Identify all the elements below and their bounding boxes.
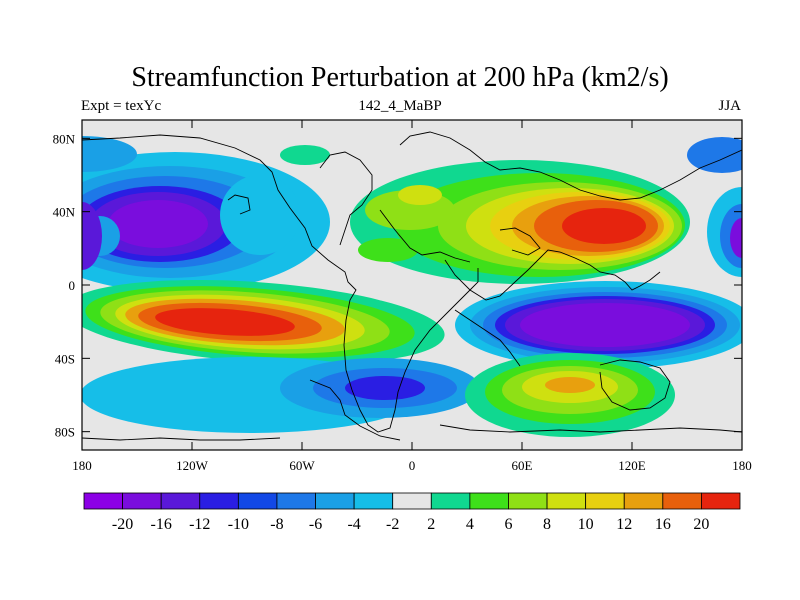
colorbar-swatch bbox=[585, 492, 625, 510]
colorbar-swatch bbox=[237, 492, 278, 510]
colorbar-label: 4 bbox=[466, 516, 474, 533]
colorbar-label: -2 bbox=[386, 516, 399, 533]
colorbar-swatch bbox=[623, 492, 664, 510]
y-tick-label: 80S bbox=[55, 425, 75, 440]
y-tick-label: 80N bbox=[53, 131, 76, 146]
page-title: Streamfunction Perturbation at 200 hPa (… bbox=[131, 62, 669, 93]
x-tick-label: 180 bbox=[732, 458, 752, 473]
colorbar-label: 2 bbox=[427, 516, 435, 533]
x-tick-label: 60W bbox=[289, 458, 315, 473]
contour-fields bbox=[82, 136, 742, 437]
colorbar-label: 20 bbox=[693, 516, 709, 533]
colorbar-swatch bbox=[199, 492, 239, 510]
x-tick-label: 120E bbox=[618, 458, 646, 473]
negative-anomaly-pacific bbox=[82, 152, 330, 292]
y-tick-label: 0 bbox=[69, 278, 76, 293]
colorbar-swatch bbox=[546, 492, 587, 510]
colorbar-label: 10 bbox=[578, 516, 594, 533]
x-tick-label: 0 bbox=[409, 458, 416, 473]
y-axis: 80N 40N 0 40S 80S bbox=[53, 131, 742, 440]
colorbar-swatch bbox=[122, 492, 162, 510]
colorbar-label: -10 bbox=[228, 516, 249, 533]
colorbar-label: -12 bbox=[189, 516, 210, 533]
colorbar-swatch bbox=[160, 492, 201, 510]
case-label: 142_4_MaBP bbox=[358, 98, 442, 114]
x-tick-label: 120W bbox=[176, 458, 209, 473]
colorbar-swatch bbox=[469, 492, 509, 510]
x-tick-label: 60E bbox=[512, 458, 533, 473]
negative-anomaly-south-atlantic bbox=[82, 357, 480, 433]
colorbar-swatch bbox=[392, 492, 432, 510]
colorbar-label: 16 bbox=[655, 516, 671, 533]
positive-anomaly-tropical-pacific bbox=[82, 279, 445, 365]
colorbar-label: 6 bbox=[504, 516, 512, 533]
colorbar-swatch bbox=[315, 492, 355, 510]
y-tick-label: 40N bbox=[53, 205, 76, 220]
x-tick-label: 180 bbox=[72, 458, 92, 473]
colorbar-label: 12 bbox=[616, 516, 632, 533]
colorbar-label: -8 bbox=[270, 516, 283, 533]
negative-anomaly-dateline bbox=[82, 136, 742, 277]
colorbar-label: -16 bbox=[151, 516, 172, 533]
y-tick-label: 40S bbox=[55, 351, 75, 366]
colorbar-swatch bbox=[701, 492, 741, 510]
negative-anomaly-indian-ocean bbox=[455, 281, 742, 369]
colorbar-swatch bbox=[430, 492, 471, 510]
colorbar: -20 -16 -12 -10 -8 -6 -4 -2 2 4 6 8 10 12 16 20 bbox=[83, 492, 741, 533]
colorbar-swatch bbox=[508, 492, 548, 510]
x-axis: 180 120W 60W 0 60E 120E 180 bbox=[72, 120, 752, 473]
colorbar-swatch bbox=[83, 492, 123, 510]
coastlines bbox=[82, 131, 742, 441]
colorbar-swatch bbox=[662, 492, 702, 510]
experiment-label: Expt = texYc bbox=[81, 98, 162, 114]
colorbar-label: -4 bbox=[347, 516, 360, 533]
colorbar-label: -20 bbox=[112, 516, 133, 533]
colorbar-swatch bbox=[353, 492, 394, 510]
positive-anomaly-southern-indian bbox=[465, 353, 675, 437]
season-label: JJA bbox=[718, 98, 741, 114]
colorbar-label: -6 bbox=[309, 516, 322, 533]
positive-anomaly-eurasia bbox=[280, 145, 690, 284]
colorbar-label: 8 bbox=[543, 516, 551, 533]
colorbar-swatch bbox=[276, 492, 316, 510]
